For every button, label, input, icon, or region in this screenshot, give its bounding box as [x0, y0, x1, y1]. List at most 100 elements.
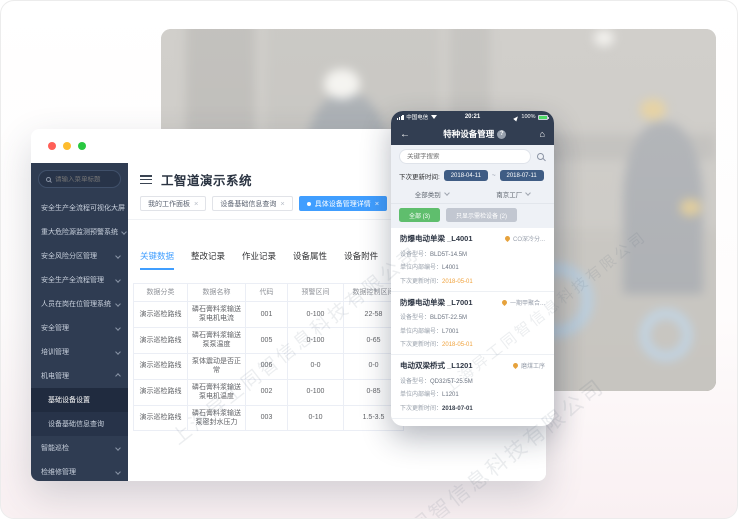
sidebar-item-hazard-monitor[interactable]: 重大危险源监测预警系统 [31, 220, 128, 244]
equipment-list-item[interactable]: 防爆电动单梁 _L4001 CO深冷分... 设备型号：BLD5T-14.5M … [391, 228, 554, 292]
sidebar-item-label: 设备基础信息查询 [48, 421, 104, 428]
chevron-down-icon [115, 445, 121, 451]
phone-filter-panel: 下次更新时间: 2018-04-11 ~ 2018-07-11 全部类别 南京工… [391, 145, 554, 228]
factory-dropdown[interactable]: 南京工厂 [473, 185, 555, 203]
sidebar-item-personnel[interactable]: 人员在岗在位管理系统 [31, 292, 128, 316]
equipment-location: 一期甲聚合... [509, 300, 545, 307]
internal-code-label: 单位内部编号： [400, 328, 443, 335]
table-cell: 演示巡检路线 [133, 352, 188, 380]
filter-chip-needs-inspection[interactable]: 只显示需检设备 (2) [446, 208, 518, 222]
sidebar-item-risk-zone[interactable]: 安全风险分区管理 [31, 244, 128, 268]
tab-equipment-attachments[interactable]: 设备附件 [344, 251, 379, 261]
table-row: 演示巡检路线 磷石膏料浆输送泵电机温度 002 0-100 0-85 [133, 378, 404, 406]
sidebar-search[interactable] [38, 170, 121, 188]
close-icon[interactable]: × [280, 198, 285, 208]
table-row: 演示巡检路线 磷石膏料浆输送泵电机电流 001 0-100 22-58 [133, 301, 404, 328]
location-pin-icon [512, 361, 520, 370]
location-services-icon [513, 113, 521, 121]
maximize-window-button[interactable] [78, 142, 86, 150]
table-cell: 磷石膏料浆输送泵电机电流 [187, 301, 246, 328]
search-icon[interactable] [537, 153, 544, 160]
sidebar-item-label: 基础设备设置 [48, 397, 90, 404]
desktop-window: 安全生产全流程可视化大屏 重大危险源监测预警系统 安全风险分区管理 安全生产全流… [31, 129, 546, 481]
date-separator: ~ [491, 172, 496, 179]
table-cell: 0-0 [287, 352, 344, 380]
sidebar-item-label: 智能巡检 [41, 445, 69, 452]
tab-key-data[interactable]: 关键数据 [140, 250, 175, 270]
active-dot-icon [306, 201, 311, 206]
table-row: 演示巡检路线 泵体震动是否正常 006 0-0 0-0 [133, 352, 404, 380]
internal-code-value: L1201 [442, 392, 459, 398]
tab-equipment-query[interactable]: 设备基础信息查询 × [212, 196, 293, 211]
table-cell: 演示巡检路线 [133, 326, 188, 354]
battery-icon [538, 114, 549, 120]
tab-my-workbench[interactable]: 我的工作面板 × [140, 196, 207, 211]
close-icon[interactable]: × [194, 198, 199, 208]
chevron-down-icon [121, 229, 127, 235]
close-window-button[interactable] [48, 142, 56, 150]
model-label: 设备型号： [400, 315, 431, 321]
sidebar-item-visual-screen[interactable]: 安全生产全流程可视化大屏 [31, 196, 128, 220]
wifi-icon [430, 115, 437, 122]
equipment-list-item[interactable]: 防爆电动单梁 _L7001 一期甲聚合... 设备型号：BLD5T-22.5M … [391, 292, 554, 355]
keyword-search-input[interactable] [407, 153, 523, 160]
sidebar-item-basic-equipment[interactable]: 基础设备设置 [31, 388, 128, 412]
equipment-list: 防爆电动单梁 _L4001 CO深冷分... 设备型号：BLD5T-14.5M … [391, 228, 554, 419]
main-content: 工智道演示系统 我的工作面板 × 设备基础信息查询 × 具体设备管理详情 × [128, 163, 546, 481]
table-cell: 003 [245, 404, 288, 432]
chevron-down-icon [115, 277, 121, 283]
phone-overlay: 中国电信 20:21 100% ← 特种设备管理 ? ⌂ [391, 111, 554, 426]
open-tabs-bar: 我的工作面板 × 设备基础信息查询 × 具体设备管理详情 × [128, 194, 546, 220]
chevron-down-icon [115, 349, 121, 355]
date-to-button[interactable]: 2018-07-11 [499, 170, 544, 181]
tab-rectification-records[interactable]: 整改记录 [191, 251, 226, 261]
tab-label: 具体设备管理详情 [314, 200, 371, 208]
sidebar-item-safety-mgmt[interactable]: 安全管理 [31, 316, 128, 340]
table-cell: 磷石膏料浆输送泵电机温度 [187, 378, 246, 406]
sidebar-item-label: 检维修管理 [41, 469, 76, 476]
location-pin-icon [501, 298, 509, 306]
table-cell: 泵体震动是否正常 [187, 352, 246, 380]
keyword-search-box[interactable] [399, 149, 531, 164]
next-update-label: 下次更新时间： [400, 342, 443, 348]
sidebar-item-maintenance[interactable]: 检维修管理 [31, 460, 128, 481]
hamburger-menu-icon[interactable] [140, 175, 152, 184]
help-badge-icon[interactable]: ? [497, 129, 507, 139]
table-cell: 演示巡检路线 [133, 404, 188, 432]
category-dropdown[interactable]: 全部类别 [391, 185, 473, 203]
chevron-down-icon [115, 469, 121, 475]
table-row: 演示巡检路线 磷石膏料浆输送泵泵温度 005 0-100 0-65 [133, 326, 404, 354]
table-cell: 0-100 [287, 378, 344, 406]
home-icon[interactable]: ⌂ [539, 129, 545, 139]
sidebar-item-label: 重大危险源监测预警系统 [41, 229, 118, 236]
equipment-list-item[interactable]: 电动双梁桥式 _L1201 磨煤工序 设备型号：QD32/5T-25.5M 单位… [391, 355, 554, 419]
internal-code-label: 单位内部编号： [400, 392, 443, 398]
col-data-name: 数据名称 [187, 283, 246, 302]
sidebar-item-smart-inspection[interactable]: 智能巡检 [31, 436, 128, 460]
close-icon[interactable]: × [374, 198, 380, 208]
table-cell: 002 [245, 378, 288, 406]
sidebar-item-label: 安全管理 [41, 325, 69, 332]
table-cell: 006 [245, 352, 288, 380]
back-arrow-icon[interactable]: ← [400, 128, 410, 140]
model-value: BLD5T-14.5M [430, 251, 468, 258]
sidebar-search-input[interactable] [55, 175, 113, 183]
tab-equipment-attributes[interactable]: 设备属性 [293, 251, 328, 261]
sidebar-item-equipment-query[interactable]: 设备基础信息查询 [31, 412, 128, 436]
table-cell: 演示巡检路线 [133, 378, 188, 406]
sidebar-item-training[interactable]: 培训管理 [31, 340, 128, 364]
tab-label: 我的工作面板 [148, 200, 190, 208]
sidebar-item-mech-elec[interactable]: 机电管理 [31, 364, 128, 388]
tab-equipment-detail-active[interactable]: 具体设备管理详情 × [298, 196, 388, 211]
date-from-button[interactable]: 2018-04-11 [443, 170, 488, 181]
chevron-down-icon [525, 190, 532, 196]
filter-chip-all[interactable]: 全部 (3) [399, 208, 441, 222]
key-data-table: 数据分类 数据名称 代码 预警区间 数据控制区间 演示巡检路线 磷石膏料浆输送泵… [133, 283, 546, 432]
sidebar: 安全生产全流程可视化大屏 重大危险源监测预警系统 安全风险分区管理 安全生产全流… [31, 163, 128, 481]
sidebar-item-safety-process[interactable]: 安全生产全流程管理 [31, 268, 128, 292]
dropdown-value: 全部类别 [414, 192, 441, 199]
table-cell: 演示巡检路线 [133, 301, 188, 328]
table-cell: 磷石膏料浆输送泵泵温度 [187, 326, 246, 354]
minimize-window-button[interactable] [63, 142, 71, 150]
tab-work-records[interactable]: 作业记录 [242, 251, 277, 261]
